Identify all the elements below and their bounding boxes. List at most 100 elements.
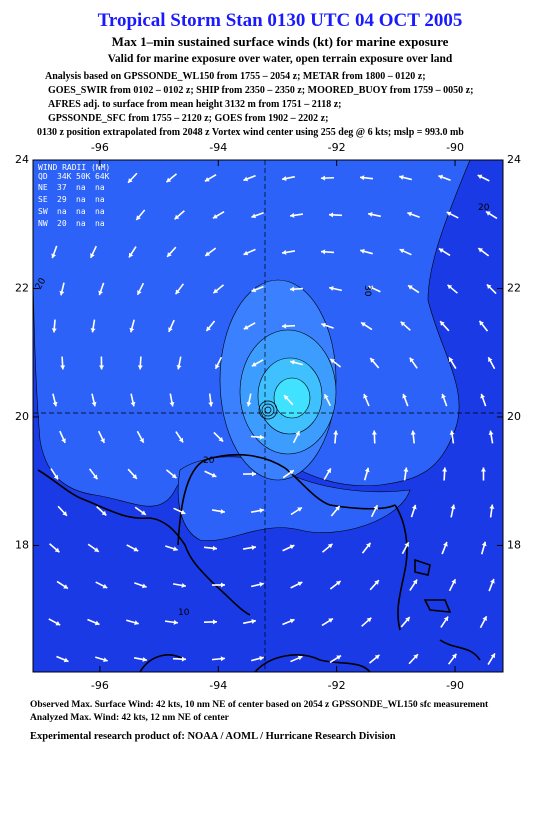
wind-vector-head xyxy=(173,546,178,552)
lat-tick-label: 18 xyxy=(507,538,521,551)
wind-vector-head xyxy=(478,248,483,253)
wind-vector-head xyxy=(63,657,69,663)
wind-vector-head xyxy=(479,320,484,326)
wind-vector-head xyxy=(61,438,66,443)
wind-vector-head xyxy=(259,655,264,661)
wind-vector-head xyxy=(259,434,264,440)
lat-tick-label: 24 xyxy=(507,153,521,166)
wind-vector-head xyxy=(62,511,67,516)
radii-cell: na xyxy=(95,195,105,204)
wind-vector-head xyxy=(438,174,444,180)
wind-vector-head xyxy=(290,212,295,218)
wind-vector-head xyxy=(137,290,142,295)
wind-vector-head xyxy=(289,470,294,475)
wind-vector-head xyxy=(181,582,186,588)
wind-vector-head xyxy=(211,472,217,478)
wind-vector-head xyxy=(282,176,287,181)
wind-vector-head xyxy=(134,620,139,626)
wind-vector-head xyxy=(411,504,417,510)
wind-vector-head xyxy=(371,430,377,435)
wind-vector-head xyxy=(94,620,100,626)
wind-vector-head xyxy=(175,289,180,295)
lat-tick-label: 20 xyxy=(507,410,521,423)
wind-vector-head xyxy=(136,215,141,220)
wind-vector-head xyxy=(321,322,326,328)
radii-cell: NW xyxy=(38,219,48,228)
wind-vector-head xyxy=(212,619,217,625)
wind-vector-head xyxy=(220,656,225,662)
radii-cell: SE xyxy=(38,195,48,204)
lat-tick-label: 22 xyxy=(507,281,521,294)
wind-vector-head xyxy=(297,507,302,512)
wind-vector-head xyxy=(336,655,342,660)
contour-label: 10 xyxy=(178,608,190,618)
title: Tropical Storm Stan 0130 UTC 04 OCT 2005 xyxy=(98,10,463,31)
wind-vector-head xyxy=(368,212,373,217)
radii-header: 50K xyxy=(76,172,91,181)
footer-observed: Observed Max. Surface Wind: 42 kts, 10 n… xyxy=(30,700,489,710)
wind-vector-head xyxy=(366,542,371,548)
wind-vector-head xyxy=(335,581,341,586)
wind-vector-head xyxy=(410,430,416,435)
radii-header: QD xyxy=(38,172,48,181)
wind-vector-head xyxy=(486,284,492,290)
wind-vector-head xyxy=(328,212,334,218)
wind-vector-head xyxy=(412,579,418,585)
wind-vector-head xyxy=(297,581,303,587)
wind-vector-head xyxy=(90,328,96,333)
wind-vector-head xyxy=(51,253,56,259)
wind-vector-head xyxy=(243,176,249,182)
wind-vector-head xyxy=(373,505,378,510)
wind-vector-head xyxy=(289,618,295,624)
wind-vector-head xyxy=(450,504,456,510)
wind-vector-head xyxy=(297,655,303,661)
wind-vector-head xyxy=(281,323,287,329)
wind-vector-head xyxy=(295,431,300,436)
wind-vector-head xyxy=(243,250,249,256)
wind-vector-head xyxy=(142,583,147,589)
analysis-line: GOES_SWIR from 0102 – 0102 z; SHIP from … xyxy=(48,85,473,96)
wind-vector-head xyxy=(329,286,334,291)
wind-vector-head xyxy=(63,584,68,589)
wind-vector-head xyxy=(451,653,457,659)
analysis-line: AFRES adj. to surface from mean height 3… xyxy=(48,99,342,110)
wind-vector-head xyxy=(173,619,178,625)
wind-vector-head xyxy=(204,177,210,182)
lon-tick-label: -94 xyxy=(209,141,227,154)
radii-cell: NE xyxy=(38,183,48,192)
wind-vector-head xyxy=(141,510,146,515)
wind-vector-head xyxy=(366,617,372,623)
wind-vector-head xyxy=(59,290,65,296)
wind-vector-head xyxy=(246,401,252,407)
wind-vector-head xyxy=(243,325,249,330)
wind-vector-head xyxy=(284,395,289,400)
contour-label: 20 xyxy=(478,203,490,213)
wind-vector-head xyxy=(142,656,147,662)
lat-tick-label: 20 xyxy=(15,410,29,423)
wind-vector-head xyxy=(94,547,99,552)
wind-vector-head xyxy=(364,467,370,473)
wind-vector-head xyxy=(363,393,368,399)
wind-vector-head xyxy=(99,365,105,370)
lat-tick-label: 24 xyxy=(15,153,29,166)
wind-vector-head xyxy=(208,402,214,407)
wind-vector-head xyxy=(282,249,287,255)
wind-vector-head xyxy=(178,437,184,443)
wind-vector-head xyxy=(407,211,412,217)
wind-vector-head xyxy=(251,362,257,367)
lat-tick-label: 18 xyxy=(15,538,29,551)
radii-header: 34K xyxy=(57,172,72,181)
wind-vector-head xyxy=(90,253,95,258)
radii-cell: 29 xyxy=(57,195,67,204)
wind-vector-head xyxy=(405,617,410,622)
wind-vector-head xyxy=(480,467,486,472)
wind-vector-head xyxy=(167,252,172,257)
wind-vector-head xyxy=(438,248,444,253)
wind-vector-head xyxy=(374,580,379,585)
lon-tick-label: -90 xyxy=(446,141,464,154)
wind-vector-head xyxy=(176,364,182,370)
wind-vector-head xyxy=(488,357,493,363)
analysis-line: GPSSONDE_SFC from 1755 – 2120 z; GOES fr… xyxy=(48,113,328,124)
wind-vector-head xyxy=(482,616,487,621)
